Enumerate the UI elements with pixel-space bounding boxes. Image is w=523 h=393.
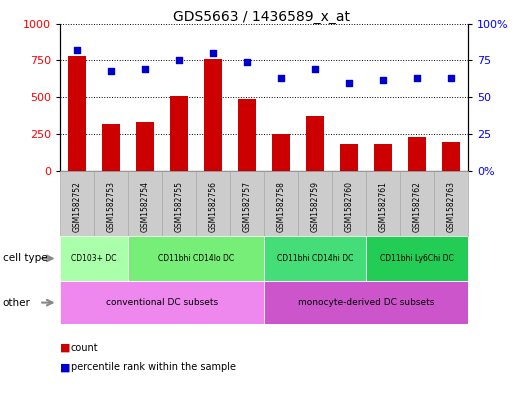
Text: GSM1582761: GSM1582761 (379, 181, 388, 231)
Point (209, 50, 218, 56)
Text: GDS5663 / 1436589_x_at: GDS5663 / 1436589_x_at (173, 10, 350, 24)
Text: GSM1582762: GSM1582762 (413, 181, 422, 231)
Bar (94, 171, 128, 236)
Bar (128, 171, 162, 236)
Text: GSM1582758: GSM1582758 (277, 181, 286, 231)
Bar (366, 171, 400, 236)
Bar (60, 171, 94, 236)
Bar (264, 236, 366, 281)
Text: cell type: cell type (3, 253, 47, 263)
Bar (400, 171, 434, 236)
Text: CD11bhi CD14hi DC: CD11bhi CD14hi DC (277, 254, 354, 263)
Bar (272, 134, 290, 171)
Text: percentile rank within the sample: percentile rank within the sample (71, 362, 235, 373)
Text: other: other (3, 298, 30, 308)
Bar (408, 137, 426, 171)
Point (413, 75, 422, 81)
Bar (68, 56, 86, 171)
Bar (102, 124, 120, 171)
Bar (434, 171, 468, 236)
Text: CD11bhi CD14lo DC: CD11bhi CD14lo DC (158, 254, 234, 263)
Bar (264, 281, 468, 324)
Text: count: count (71, 343, 98, 353)
Bar (306, 116, 324, 171)
Bar (366, 236, 468, 281)
Bar (340, 144, 358, 171)
Bar (442, 142, 460, 171)
Text: ■: ■ (60, 343, 71, 353)
Bar (60, 236, 128, 281)
Point (277, 75, 286, 81)
Text: GSM1582759: GSM1582759 (311, 181, 320, 232)
Bar (238, 99, 256, 171)
Text: CD11bhi Ly6Chi DC: CD11bhi Ly6Chi DC (380, 254, 454, 263)
Point (379, 76, 388, 83)
Text: GSM1582753: GSM1582753 (107, 181, 116, 232)
Text: monocyte-derived DC subsets: monocyte-derived DC subsets (298, 298, 434, 307)
Point (73, 47, 82, 53)
Point (107, 68, 116, 74)
Bar (162, 171, 196, 236)
Text: GSM1582757: GSM1582757 (243, 181, 252, 232)
Text: conventional DC subsets: conventional DC subsets (106, 298, 218, 307)
Point (311, 66, 320, 72)
Bar (60, 281, 264, 324)
Point (447, 75, 456, 81)
Text: CD103+ DC: CD103+ DC (72, 254, 117, 263)
Text: GSM1582760: GSM1582760 (345, 181, 354, 232)
Bar (170, 96, 188, 171)
Point (345, 79, 354, 86)
Point (243, 59, 252, 65)
Text: GSM1582754: GSM1582754 (141, 181, 150, 232)
Bar (298, 171, 332, 236)
Point (141, 66, 150, 72)
Bar (230, 171, 264, 236)
Text: GSM1582755: GSM1582755 (175, 181, 184, 232)
Text: GSM1582756: GSM1582756 (209, 181, 218, 232)
Bar (374, 144, 392, 171)
Bar (128, 236, 264, 281)
Text: GSM1582752: GSM1582752 (73, 181, 82, 231)
Bar (136, 122, 154, 171)
Text: GSM1582763: GSM1582763 (447, 181, 456, 232)
Bar (332, 171, 366, 236)
Bar (204, 59, 222, 171)
Text: ■: ■ (60, 362, 71, 373)
Point (175, 57, 184, 64)
Bar (196, 171, 230, 236)
Bar (264, 171, 298, 236)
